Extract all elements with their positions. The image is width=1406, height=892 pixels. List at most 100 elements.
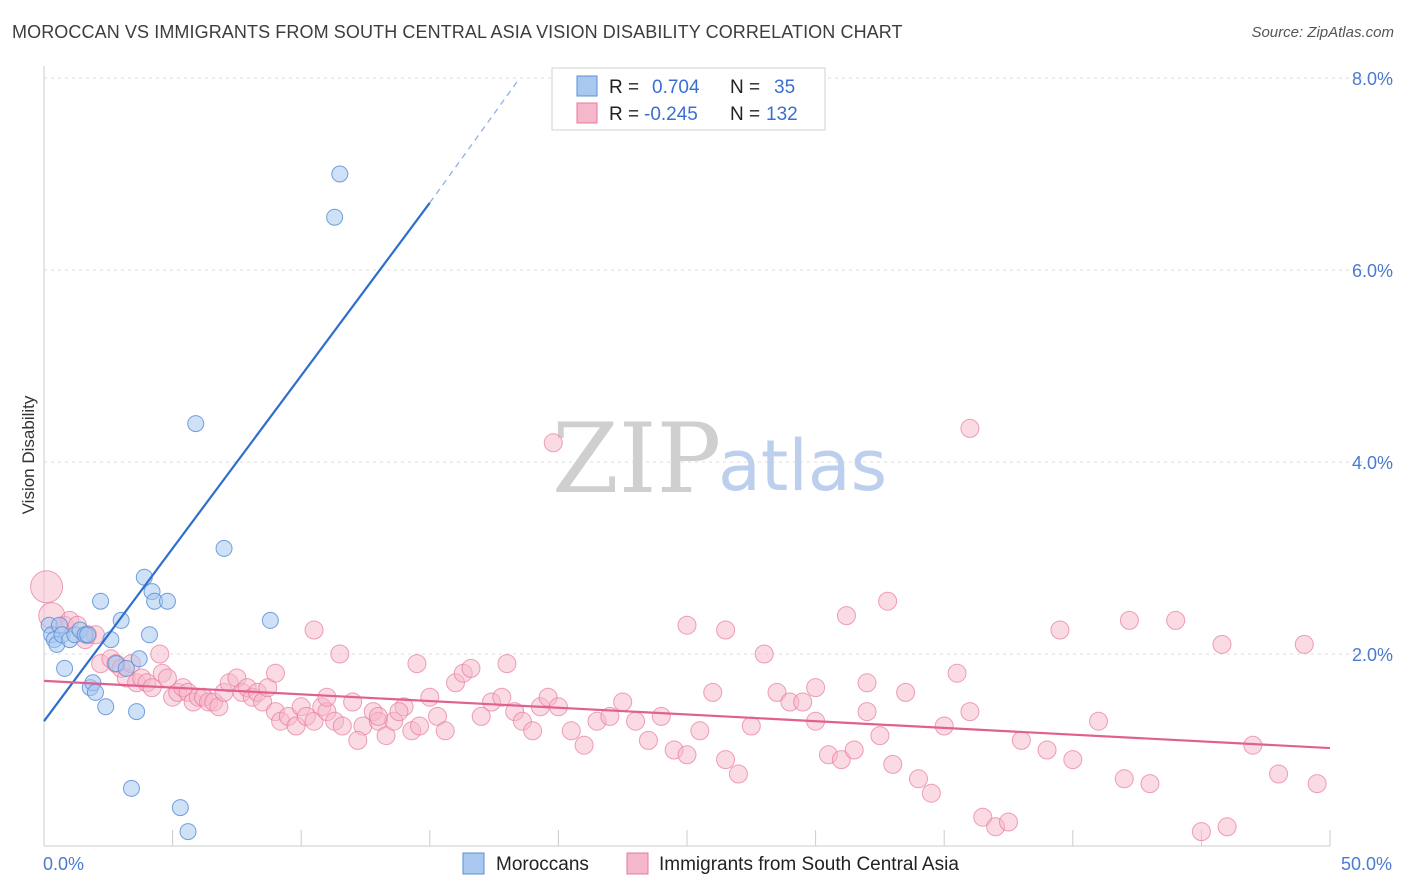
immigrants-point [767,682,787,702]
bottom-legend-swatch-moroccans [462,852,485,875]
watermark: ZIP atlas [552,403,887,515]
y-tick-label-0: 2.0% [1352,645,1393,665]
immigrants-point [1037,740,1057,760]
immigrants-point [435,721,455,741]
immigrants-point [806,678,826,698]
immigrants-point [543,433,563,453]
immigrants-trend-line [43,679,1331,750]
immigrants-point [407,654,427,674]
immigrants-point [317,687,337,707]
immigrants-point [878,591,898,611]
immigrants-point [420,687,440,707]
immigrants-point [389,702,409,722]
immigrants-point [1191,822,1211,842]
immigrants-point [332,716,352,736]
immigrants-point [934,716,954,736]
legend-r-value-1: 0.704 [652,77,700,98]
immigrants-point [793,692,813,712]
immigrants-point [999,812,1018,832]
moroccan-point [86,683,104,701]
immigrants-point [896,682,916,702]
grid-lines [44,77,1392,655]
moroccan-point [331,165,349,183]
x-tick-labels: 0.0% 50.0% [43,854,1392,874]
moroccan-point [215,539,233,557]
immigrants-point [304,620,324,640]
source-credit: Source: ZipAtlas.com [1251,24,1394,41]
legend-n-value-1: 35 [774,77,795,98]
immigrants-point [150,644,170,664]
legend-swatch-moroccans [576,75,598,97]
immigrants-point [1140,774,1160,794]
moroccan-point [92,592,110,610]
moroccan-point [56,659,74,677]
moroccan-trend-line [43,202,431,722]
immigrants-point [461,658,481,678]
x-tick-label-1: 50.0% [1341,854,1392,874]
immigrants-point [626,711,646,731]
moroccan-point [130,650,148,668]
y-tick-label-1: 4.0% [1352,453,1393,473]
y-axis-label: Vision Disability [19,395,38,514]
immigrants-point [1011,730,1031,750]
immigrants-point [574,735,594,755]
immigrants-point [348,730,368,750]
immigrants-point [677,745,697,765]
immigrants-point [1217,817,1237,837]
watermark-atlas: atlas [718,425,887,507]
chart-title: MOROCCAN VS IMMIGRANTS FROM SOUTH CENTRA… [12,22,903,42]
immigrants-point [1050,620,1070,640]
immigrants-point [960,418,980,438]
bottom-legend-immigrants: Immigrants from South Central Asia [659,854,959,875]
immigrants-point [870,726,890,746]
moroccan-point [122,779,140,797]
immigrants-point [30,570,64,604]
legend-r-label-1: R = [609,77,639,98]
moroccan-point [171,799,189,817]
immigrants-point [677,615,697,635]
moroccan-point [326,208,344,226]
moroccan-point [158,592,176,610]
immigrants-point [497,654,517,674]
immigrants-point [857,673,877,693]
moroccan-point [179,823,197,841]
immigrants-point [883,754,903,774]
x-tick-label-0: 0.0% [43,854,84,874]
bottom-legend-swatch-immigrants [626,852,649,875]
immigrants-point [690,721,710,741]
immigrants-point [831,750,851,770]
moroccan-point [187,415,205,433]
immigrants-point [960,702,980,722]
immigrants-point [1166,610,1186,630]
immigrants-point [1114,769,1134,789]
immigrants-point [754,644,774,664]
legend-r-value-2: -0.245 [644,104,698,125]
immigrants-point [1063,750,1083,770]
watermark-zip: ZIP [552,403,721,515]
immigrants-point [561,721,581,741]
immigrants-point [973,807,993,827]
immigrants-point [492,687,512,707]
series-legend: Moroccans Immigrants from South Central … [462,852,959,875]
immigrants-point [836,606,856,626]
immigrants-point [523,721,543,741]
immigrants-point [638,730,658,750]
immigrants-point [1294,634,1314,654]
axes [43,66,1331,847]
moroccan-points [40,165,349,841]
legend-n-label-2: N = [730,104,760,125]
immigrants-point [1119,610,1139,630]
immigrants-point [908,769,928,789]
immigrants-point [368,706,388,726]
immigrants-point [1212,634,1232,654]
moroccan-point [79,626,97,644]
immigrants-point [741,716,761,736]
immigrants-point [1269,764,1289,784]
immigrants-point [703,682,723,702]
bottom-legend-moroccans: Moroccans [496,854,589,875]
moroccan-point [128,703,146,721]
immigrants-point [921,783,941,803]
immigrants-point [600,706,620,726]
immigrants-point [1089,711,1109,731]
immigrants-point [330,644,350,664]
